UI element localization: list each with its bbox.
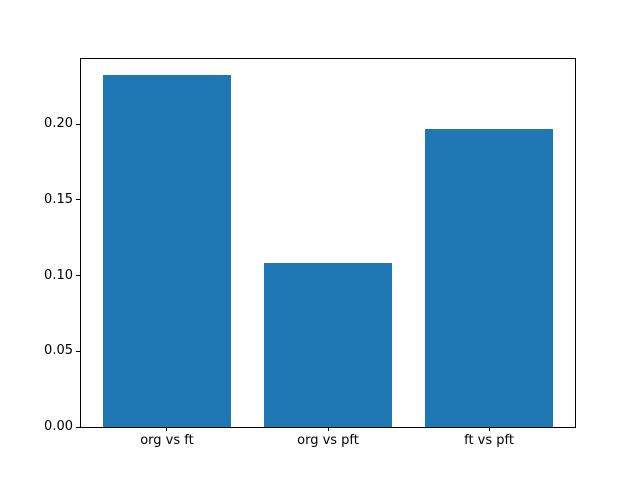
x-tick-label-ft-vs-pft: ft vs pft [464,433,514,448]
y-tick-mark [76,123,80,125]
x-tick-label-org-vs-pft: org vs pft [297,433,359,448]
y-tick-label: 0.15 [44,191,73,207]
y-tick-mark [76,275,80,277]
bar-org-vs-pft [263,263,393,427]
x-tick-label-org-vs-ft: org vs ft [140,433,194,448]
bar-org-vs-ft [102,74,232,427]
x-tick-mark [488,427,490,431]
x-tick-mark [327,427,329,431]
y-tick-label: 0.20 [44,116,73,132]
plot-area [80,58,576,428]
y-tick-label: 0.10 [44,267,73,283]
y-tick-label: 0.05 [44,343,73,359]
y-tick-mark [76,199,80,201]
y-tick-label: 0.00 [44,419,73,434]
y-tick-mark [76,426,80,428]
x-tick-mark [166,427,168,431]
y-tick-mark [76,350,80,352]
bar-ft-vs-pft [424,129,554,427]
